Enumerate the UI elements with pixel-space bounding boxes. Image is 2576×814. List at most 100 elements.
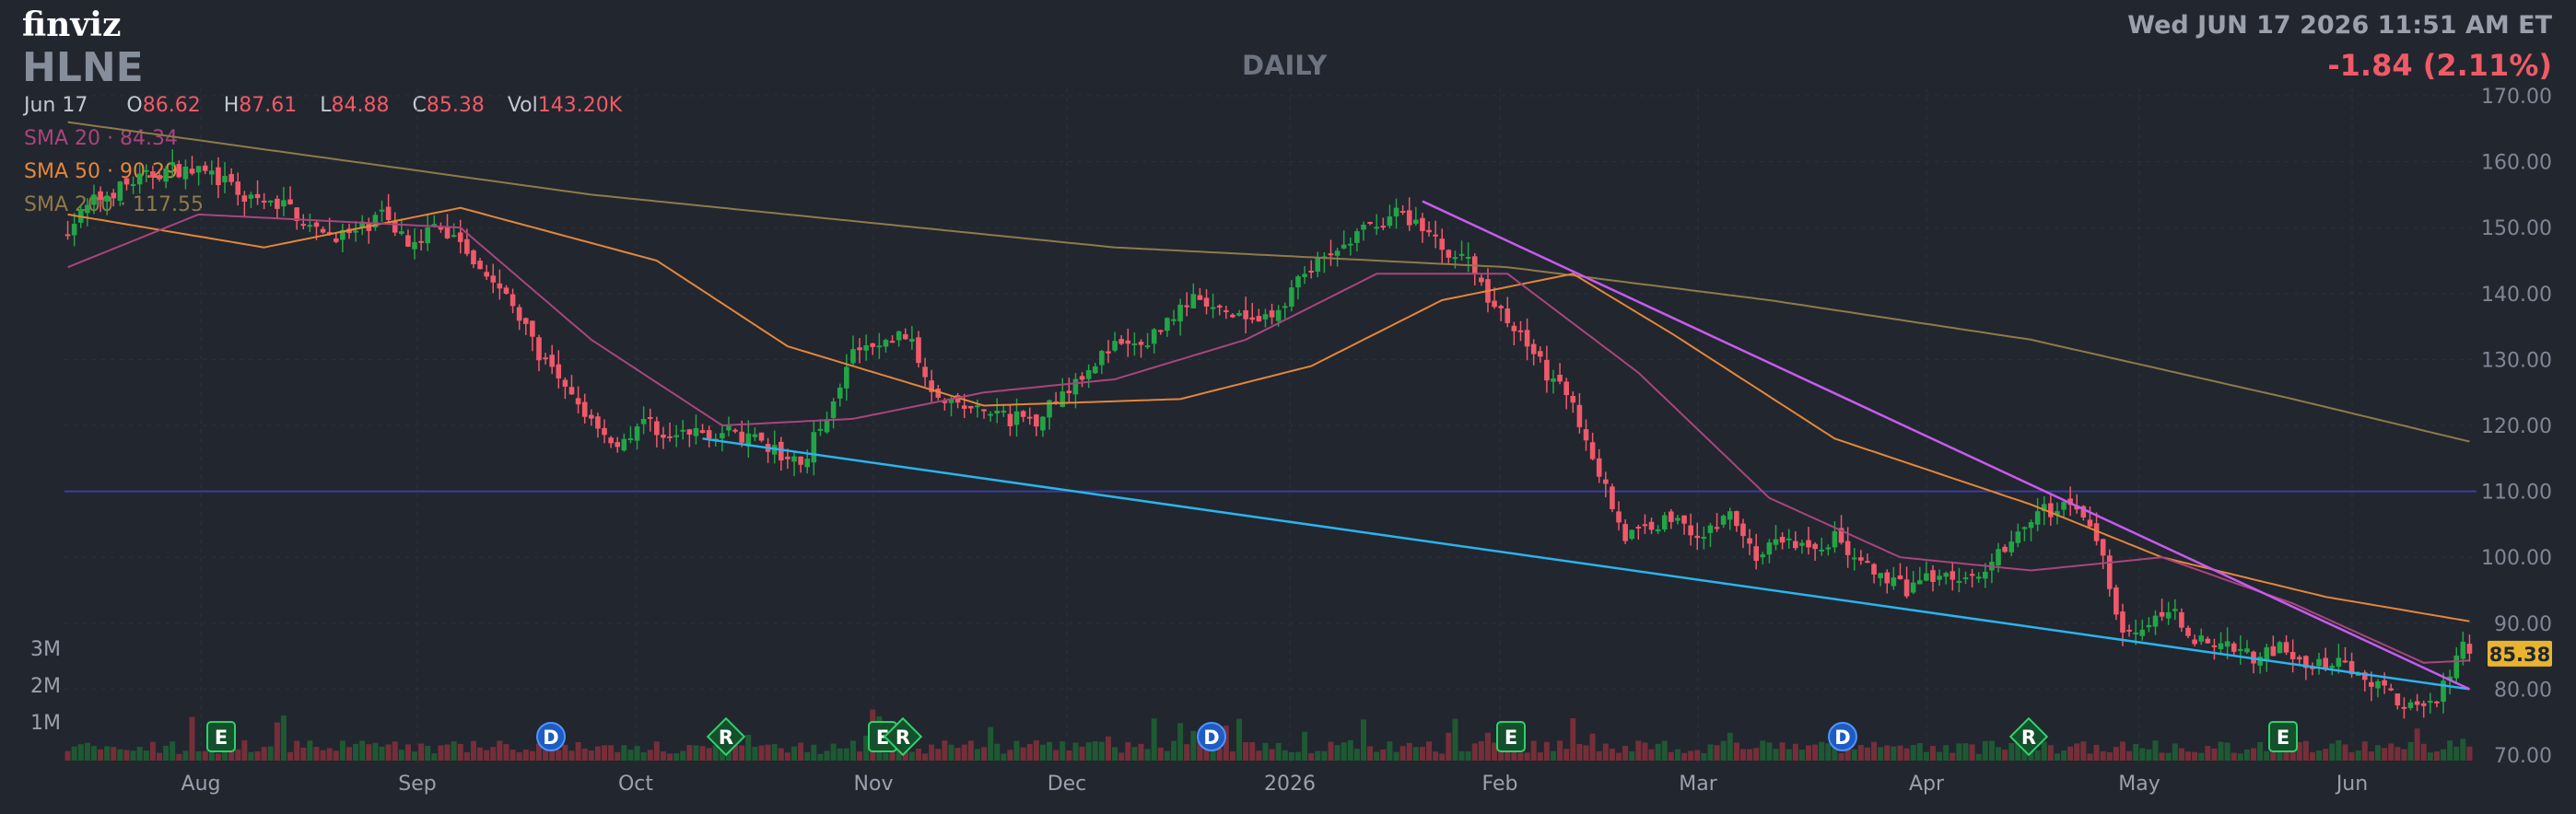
- volume-bar: [1825, 743, 1832, 761]
- volume-bar: [2427, 752, 2433, 761]
- volume-bar: [339, 740, 345, 761]
- candle-body: [981, 409, 987, 412]
- volume-bar: [509, 750, 516, 761]
- volume-bar: [1216, 748, 1223, 761]
- candle-body: [2361, 672, 2368, 680]
- candle-body: [568, 387, 575, 395]
- candle-body: [1975, 576, 1982, 579]
- x-tick-label: Apr: [1909, 773, 1945, 796]
- y-tick-label: 100.00: [2481, 547, 2552, 570]
- volume-bar: [1047, 741, 1053, 761]
- volume-bar: [902, 750, 908, 761]
- volume-bar: [2159, 752, 2165, 761]
- event-marker-label: D: [543, 727, 558, 749]
- volume-bar: [2100, 750, 2106, 761]
- candle-body: [1354, 231, 1360, 243]
- candle-body: [98, 191, 103, 201]
- candle-body: [2303, 656, 2309, 669]
- volume-bar: [2243, 749, 2250, 761]
- candle-body: [2034, 511, 2041, 525]
- volume-bar: [1550, 750, 1556, 761]
- volume-bar: [235, 749, 241, 761]
- volume-bar: [503, 743, 509, 761]
- candle-body: [405, 235, 411, 247]
- candle-body: [1224, 309, 1229, 312]
- candle-body: [444, 227, 451, 238]
- candle-body: [2093, 523, 2100, 541]
- volume-bar: [1616, 752, 1622, 761]
- volume-bar: [1098, 741, 1105, 761]
- candle-body: [1446, 250, 1452, 258]
- volume-bar: [1694, 750, 1701, 761]
- candle-body: [1406, 210, 1412, 226]
- volume-bar: [1184, 744, 1190, 761]
- y-tick-label: 120.00: [2481, 415, 2552, 438]
- volume-bar: [1570, 717, 1576, 761]
- y-tick-label: 80.00: [2494, 679, 2552, 702]
- candle-body: [1380, 226, 1387, 228]
- volume-bar: [693, 745, 699, 761]
- volume-bar: [248, 751, 254, 761]
- candle-body: [379, 209, 385, 212]
- volume-bar: [837, 748, 843, 761]
- finviz-logo[interactable]: finviz: [22, 6, 122, 44]
- candle-body: [1367, 222, 1373, 225]
- volume-bar: [1367, 746, 1374, 761]
- candle-body: [2080, 506, 2087, 518]
- candle-body: [182, 167, 189, 180]
- volume-bar: [2296, 742, 2302, 761]
- volume-bar: [2106, 751, 2113, 761]
- volume-bar: [535, 743, 542, 761]
- volume-bar: [1937, 751, 1943, 761]
- volume-bar: [64, 750, 71, 761]
- candle-body: [1334, 250, 1341, 256]
- candle-body: [621, 438, 627, 451]
- candle-body: [320, 228, 326, 233]
- volume-bar: [653, 741, 660, 761]
- volume-bar: [1733, 742, 1739, 761]
- volume-bar: [379, 746, 385, 761]
- sma50-label: SMA 50: [24, 160, 100, 183]
- candle-body: [2296, 657, 2302, 660]
- volume-bar: [2257, 741, 2264, 761]
- volume-bar: [1321, 750, 1328, 761]
- candle-body: [1891, 577, 1897, 587]
- candle-body: [686, 429, 693, 435]
- candle-body: [1341, 244, 1347, 249]
- volume-bar: [1171, 740, 1177, 761]
- price-change: -1.84 (2.11%): [2327, 48, 2552, 83]
- volume-bar: [2414, 728, 2420, 761]
- candle-body: [667, 436, 673, 438]
- volume-bar: [529, 750, 535, 761]
- candle-body: [2165, 611, 2172, 619]
- volume-bar: [176, 753, 182, 761]
- volume-bar: [2433, 751, 2440, 761]
- volume-bar: [300, 747, 307, 761]
- y-tick-label: 110.00: [2481, 482, 2552, 505]
- volume-bar: [1151, 718, 1157, 761]
- candle-body: [1930, 570, 1936, 583]
- volume-bar: [1916, 743, 1923, 761]
- earnings-marker: [2268, 721, 2298, 752]
- volume-bar: [1871, 741, 1878, 761]
- candle-body: [2283, 642, 2289, 653]
- low-label: L: [320, 94, 332, 117]
- volume-bar: [307, 740, 313, 761]
- volume-bar: [712, 745, 719, 761]
- candle-body: [916, 337, 921, 364]
- volume-bar: [602, 745, 608, 761]
- candle-body: [909, 339, 915, 343]
- candle-body: [176, 164, 182, 178]
- candle-body: [627, 438, 634, 441]
- volume-bar: [1635, 740, 1642, 761]
- volume-bar: [1223, 726, 1229, 761]
- volume-bar: [444, 744, 451, 761]
- volume-bar: [2368, 750, 2374, 761]
- x-tick-label: 2026: [1264, 773, 1316, 796]
- volume-bar: [1786, 749, 1792, 761]
- candle-body: [1177, 304, 1183, 321]
- volume-bar: [149, 741, 156, 761]
- close-label: C: [412, 94, 427, 117]
- volume-bar: [896, 746, 902, 761]
